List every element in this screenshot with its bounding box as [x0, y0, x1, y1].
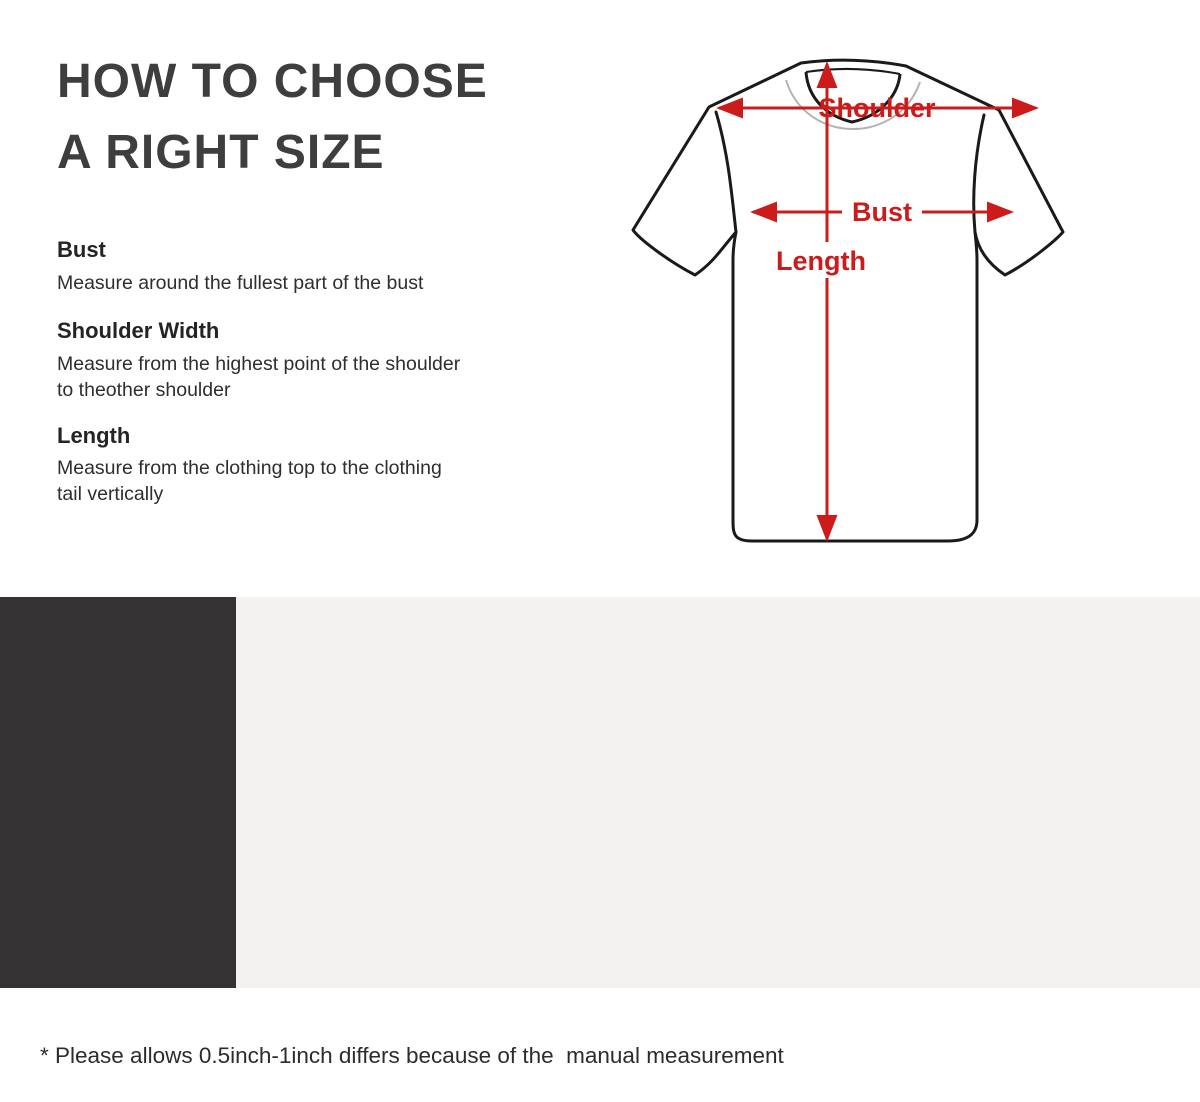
tshirt-outline	[631, 58, 1065, 543]
page-title-line1: HOW TO CHOOSE	[57, 55, 488, 108]
length-heading: Length	[57, 423, 131, 448]
length-description: Measure from the clothing top to the clo…	[57, 457, 442, 505]
left-armhole-seam	[714, 110, 738, 234]
length-label-backplate	[775, 242, 869, 278]
page-title: HOW TO CHOOSE A RIGHT SIZE	[57, 46, 488, 188]
tshirt-diagram-svg: Shoulder Bust Length	[631, 58, 1065, 543]
bust-heading: Bust	[57, 237, 106, 262]
shoulder-arrow-label: Shoulder	[818, 93, 935, 123]
length-arrow-label: Length	[776, 246, 866, 276]
size-column-background	[0, 597, 236, 988]
size-table: SIZE Shoulder Width 1/2Bust Length Sleev…	[0, 597, 1200, 988]
shoulder-width-description: Measure from the highest point of the sh…	[57, 353, 461, 401]
bust-description: Measure around the fullest part of the b…	[57, 272, 424, 294]
bust-arrow-label: Bust	[852, 197, 912, 227]
measurement-disclaimer: * Please allows 0.5inch-1inch differs be…	[40, 1043, 784, 1068]
tshirt-measurement-diagram: Shoulder Bust Length	[630, 50, 1070, 545]
collar-band-line	[805, 67, 901, 75]
page-title-line2: A RIGHT SIZE	[57, 126, 385, 179]
bust-label-backplate	[842, 195, 922, 228]
shoulder-width-heading: Shoulder Width	[57, 318, 220, 343]
